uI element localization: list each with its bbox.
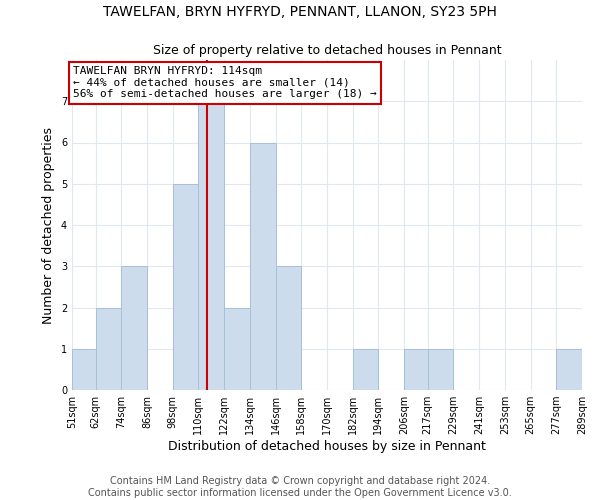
Bar [173, 184, 199, 390]
Bar [72, 349, 95, 390]
Bar [404, 349, 428, 390]
Title: Size of property relative to detached houses in Pennant: Size of property relative to detached ho… [152, 44, 502, 58]
Bar [428, 349, 454, 390]
Bar [224, 308, 250, 390]
X-axis label: Distribution of detached houses by size in Pennant: Distribution of detached houses by size … [168, 440, 486, 453]
Bar [199, 101, 224, 390]
Text: TAWELFAN BRYN HYFRYD: 114sqm
← 44% of detached houses are smaller (14)
56% of se: TAWELFAN BRYN HYFRYD: 114sqm ← 44% of de… [73, 66, 377, 100]
Bar [250, 142, 275, 390]
Bar [95, 308, 121, 390]
Bar [275, 266, 301, 390]
Text: TAWELFAN, BRYN HYFRYD, PENNANT, LLANON, SY23 5PH: TAWELFAN, BRYN HYFRYD, PENNANT, LLANON, … [103, 5, 497, 19]
Bar [556, 349, 582, 390]
Bar [353, 349, 379, 390]
Text: Contains HM Land Registry data © Crown copyright and database right 2024.
Contai: Contains HM Land Registry data © Crown c… [88, 476, 512, 498]
Y-axis label: Number of detached properties: Number of detached properties [43, 126, 55, 324]
Bar [121, 266, 147, 390]
